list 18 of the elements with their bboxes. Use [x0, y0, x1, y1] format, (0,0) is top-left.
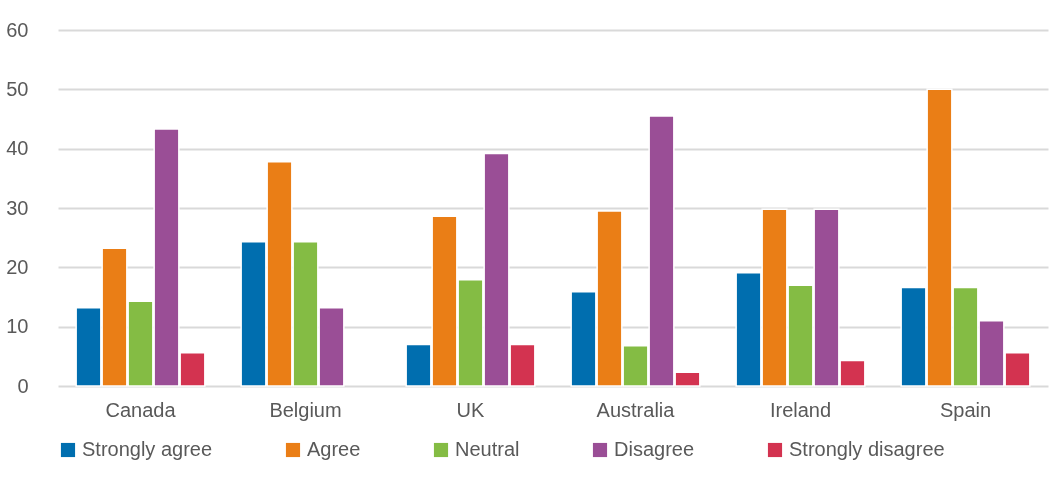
x-tick-label: Canada — [105, 398, 177, 421]
y-tick-label: 20 — [6, 255, 29, 278]
legend-label: Disagree — [614, 438, 695, 460]
y-tick-label: 40 — [6, 137, 29, 160]
y-tick-label: 60 — [6, 18, 29, 41]
x-tick-label: UK — [456, 398, 486, 421]
x-tick-label: Ireland — [769, 398, 832, 421]
y-tick-label: 10 — [6, 315, 29, 338]
x-tick-label: Spain — [939, 398, 992, 421]
x-tick-label: Belgium — [269, 398, 342, 421]
legend-label: Neutral — [455, 438, 520, 460]
legend-label: Strongly agree — [82, 438, 213, 460]
y-tick-label: 0 — [17, 374, 29, 397]
legend-label: Strongly disagree — [789, 438, 945, 460]
x-tick-label: Australia — [596, 398, 676, 421]
y-tick-label: 30 — [6, 196, 29, 219]
y-tick-label: 50 — [6, 77, 29, 100]
legend-label: Agree — [307, 438, 361, 460]
